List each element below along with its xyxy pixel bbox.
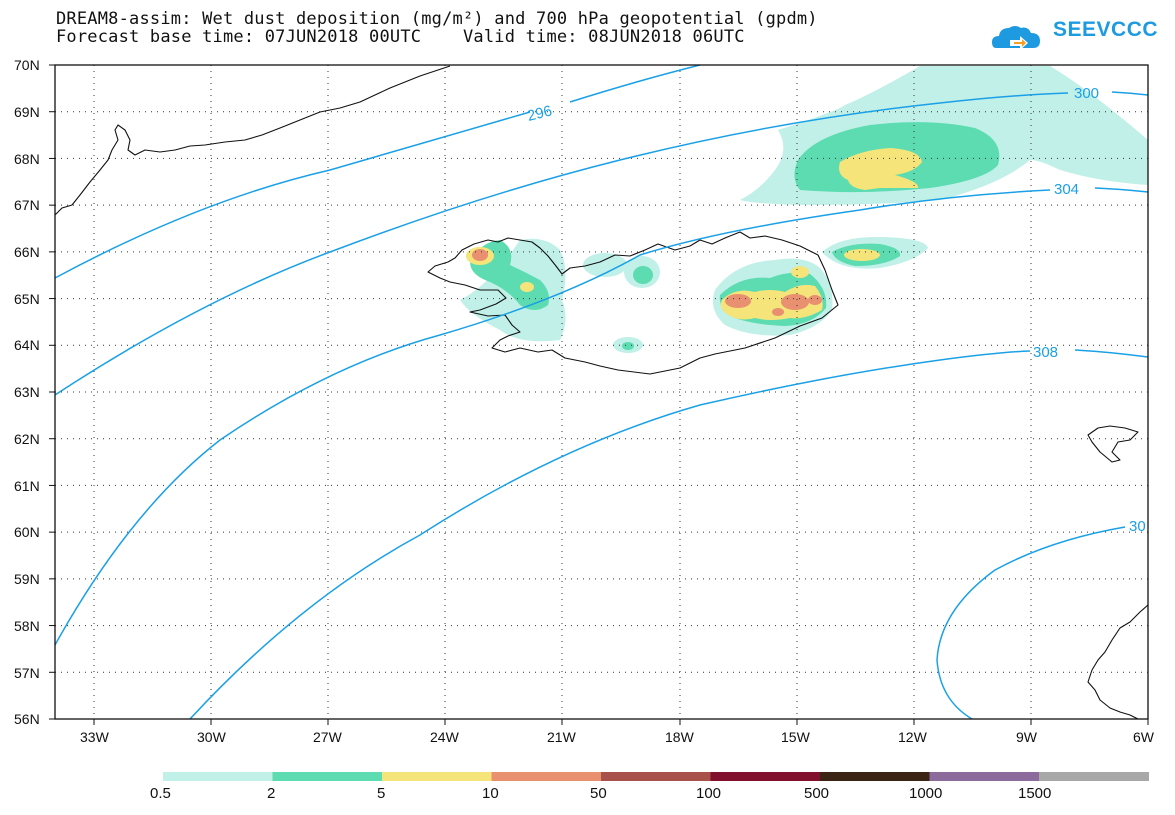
lat-label: 64N [14,337,40,353]
geopotential-contours [54,64,1149,720]
contour-label-300: 300 [1074,85,1099,102]
iceland-coastline [427,231,839,375]
colorbar-swatch [601,772,711,781]
colorbar-label: 100 [696,785,721,802]
dust-patch-iceland-c [583,253,627,277]
lon-label: 9W [1016,729,1038,745]
norway-coastline [1087,604,1149,720]
contour-line-30x [936,526,1126,720]
dust-patch-e-core [844,249,880,261]
coastlines [54,65,1149,720]
colorbar-label: 1500 [1018,785,1051,802]
faroe-coastline [1087,425,1139,463]
logo-text: SEEVCCC [1053,18,1159,41]
colorbar-label: 0.5 [150,785,171,802]
colorbar-swatch [710,772,821,781]
contour-line-300 [54,91,1149,396]
lat-label: 61N [14,478,40,494]
dust-patch-westfjords-red [472,249,488,261]
colorbar-swatch [929,772,1040,781]
colorbar-swatch [1039,772,1149,781]
lat-label: 70N [14,57,40,73]
contour-labels: 296 300 304 308 30 [525,85,1145,535]
lat-label: 62N [14,431,40,447]
colorbar-swatch [382,772,492,781]
contour-label-296: 296 [525,102,553,125]
colorbar-labels: 0.5 2 5 10 50 100 500 1000 1500 [150,785,1051,802]
colorbar-label: 1000 [909,785,942,802]
contour-label-308: 308 [1033,344,1058,361]
contour-label-30: 30 [1129,518,1146,535]
dust-patch-iceland-e-red2 [781,294,809,310]
lat-label: 63N [14,384,40,400]
contour-line-308 [189,349,1149,720]
lon-label: 30W [197,729,227,745]
longitude-labels: 33W 30W 27W 24W 21W 18W 15W 12W 9W 6W [80,729,1155,745]
greenland-coastline [54,65,451,216]
lat-label: 56N [14,711,40,727]
contour-line-304 [54,187,1149,646]
cloud-logo-icon [992,26,1040,50]
map-frame [54,64,1149,720]
dust-patch-iceland-w-yellow [520,282,534,292]
lon-label: 15W [781,729,811,745]
lon-label: 33W [80,729,110,745]
lat-label: 60N [14,524,40,540]
lat-label: 65N [14,291,40,307]
colorbar-swatch [163,772,273,781]
dust-patch-iceland-e-red1 [725,294,751,308]
lon-label: 6W [1133,729,1155,745]
dust-patch-iceland-e-red3 [808,295,822,305]
lat-label: 58N [14,618,40,634]
lon-label: 24W [430,729,460,745]
lat-label: 57N [14,665,40,681]
latitude-labels: 70N 69N 68N 67N 66N 65N 64N 63N 62N 61N … [14,57,40,727]
lat-label: 66N [14,244,40,260]
colorbar-swatch [272,772,383,781]
colorbar-label: 500 [804,785,829,802]
map-subtitle: Forecast base time: 07JUN2018 00UTC Vali… [56,27,745,47]
lon-label: 18W [665,729,695,745]
colorbar-label: 10 [482,785,499,802]
lon-label: 27W [313,729,343,745]
lat-label: 69N [14,104,40,120]
colorbar [163,772,1149,781]
lon-label: 21W [547,729,577,745]
lon-label: 12W [898,729,928,745]
colorbar-label: 5 [377,785,385,802]
colorbar-swatch [491,772,602,781]
lat-label: 67N [14,197,40,213]
dust-patch-iceland-c2-mid [633,266,653,284]
dust-patch-iceland-e-n [791,266,809,278]
colorbar-label: 50 [590,785,607,802]
dust-patch-iceland-e-red4 [772,308,784,316]
lat-label: 68N [14,151,40,167]
dust-patch-iceland-s-mid [622,342,634,350]
colorbar-label: 2 [267,785,275,802]
dust-deposition-layer [460,66,1148,353]
contour-line-296 [54,64,701,279]
contour-label-304: 304 [1054,181,1079,198]
lat-label: 59N [14,571,40,587]
map-title: DREAM8-assim: Wet dust deposition (mg/m²… [56,9,818,29]
colorbar-swatch [820,772,930,781]
